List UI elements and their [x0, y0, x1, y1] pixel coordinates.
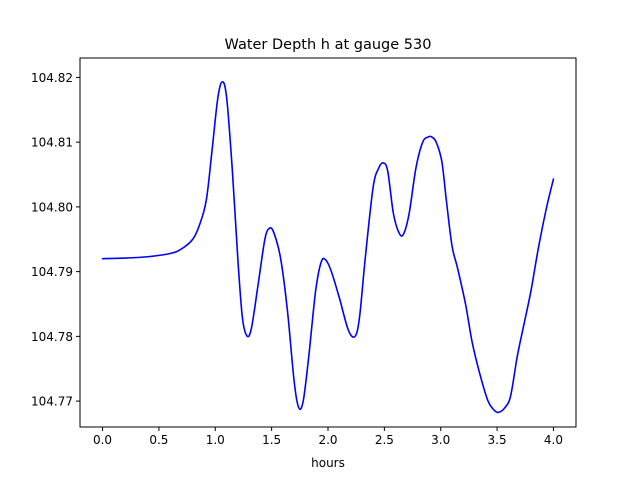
x-tick-label: 0.5 [149, 433, 168, 447]
y-tick-label: 104.79 [31, 265, 73, 279]
y-tick-label: 104.80 [31, 200, 73, 214]
x-tick-label: 4.0 [544, 433, 563, 447]
x-tick-label: 2.5 [375, 433, 394, 447]
line-layer [101, 81, 555, 414]
y-axis: 104.77 104.78 104.79 104.80 104.81 104.82 [31, 71, 80, 409]
x-axis: 0.0 0.5 1.0 1.5 2.0 2.5 3.0 3.5 4.0 [93, 427, 563, 447]
y-tick-label: 104.77 [31, 395, 73, 409]
x-tick-label: 0.0 [93, 433, 112, 447]
x-tick-label: 1.0 [206, 433, 225, 447]
x-tick-label: 3.0 [431, 433, 450, 447]
chart-title: Water Depth h at gauge 530 [225, 37, 432, 53]
x-tick-label: 2.0 [318, 433, 337, 447]
y-tick-label: 104.81 [31, 136, 73, 150]
x-axis-title: hours [311, 456, 345, 470]
x-tick-label: 1.5 [262, 433, 281, 447]
x-tick-label: 3.5 [488, 433, 507, 447]
y-tick-label: 104.82 [31, 71, 73, 85]
series-line-0 [101, 81, 555, 414]
y-tick-label: 104.78 [31, 330, 73, 344]
